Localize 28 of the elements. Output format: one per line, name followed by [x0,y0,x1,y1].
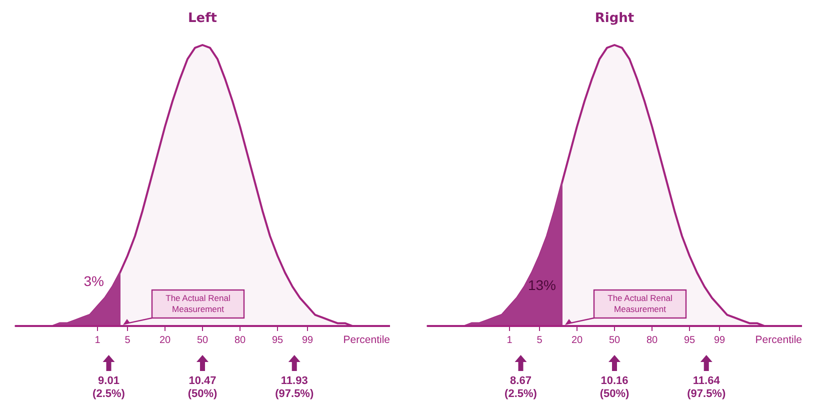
annotation: The Actual Renal Measurement [608,293,672,314]
chart-title: Left [188,11,217,26]
x-tick-label: 1 [506,335,513,346]
chart-title: Right [594,11,634,26]
annotation: 3% [84,273,104,289]
annotation: 13% [528,277,556,293]
x-tick-label: 50 [196,335,208,346]
x-tick-label: 50 [608,335,620,346]
text: 9.01 (2.5%) [92,375,126,400]
x-axis-title: Percentile [343,334,390,346]
x-tick-label: 80 [234,335,246,346]
x-tick-label: 99 [302,335,314,346]
x-tick-label: 5 [124,335,131,346]
x-axis-title: Percentile [755,334,802,346]
x-tick-label: 20 [571,335,583,346]
x-tick-label: 99 [714,335,726,346]
x-tick-label: 20 [159,335,171,346]
annotation: The Actual Renal Measurement [166,293,230,314]
text: 11.64 (97.5%) [687,375,726,400]
x-tick-label: 95 [272,335,284,346]
x-tick-label: 95 [684,335,696,346]
text: 8.67 (2.5%) [504,375,538,400]
text: 11.93 (97.5%) [275,375,314,400]
text: 10.16 (50%) [600,375,630,400]
x-tick-label: 80 [646,335,658,346]
x-tick-label: 5 [536,335,543,346]
x-tick-label: 1 [94,335,101,346]
text: 10.47 (50%) [188,375,218,400]
